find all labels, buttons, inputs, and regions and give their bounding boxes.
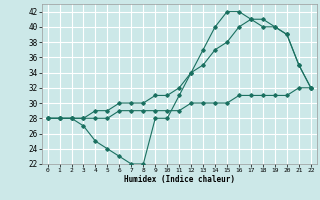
X-axis label: Humidex (Indice chaleur): Humidex (Indice chaleur)	[124, 175, 235, 184]
